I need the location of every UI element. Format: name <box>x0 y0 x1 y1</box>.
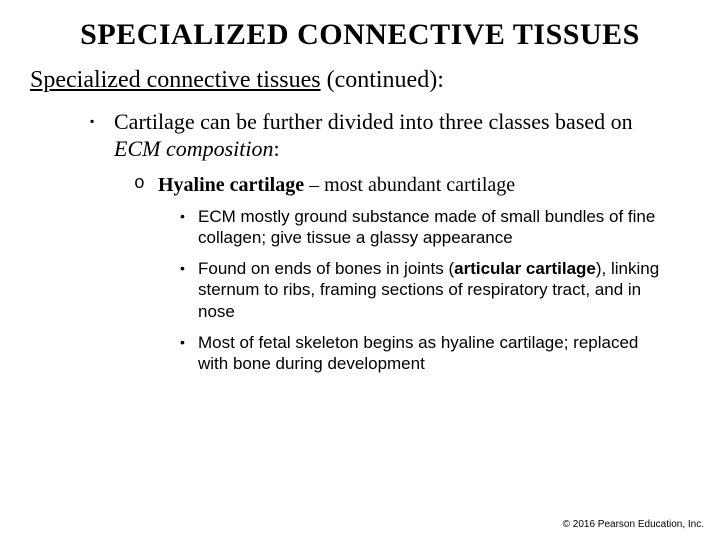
subtitle: Specialized connective tissues (continue… <box>30 67 690 94</box>
level3-text-1: ECM mostly ground substance made of smal… <box>198 207 655 247</box>
bullet-level1: ▪ Cartilage can be further divided into … <box>90 108 670 163</box>
subtitle-underlined: Specialized connective tissues <box>30 67 321 93</box>
slide-title: SPECIALIZED CONNECTIVE TISSUES <box>70 18 650 53</box>
bullet-level3-item3: • Most of fetal skeleton begins as hyali… <box>180 332 660 375</box>
dot-bullet-icon: • <box>180 260 185 278</box>
bullet-level2: o Hyaline cartilage – most abundant cart… <box>134 173 670 198</box>
level1-text-post: : <box>274 136 280 161</box>
level3-text-3: Most of fetal skeleton begins as hyaline… <box>198 333 638 373</box>
copyright-text: © 2016 Pearson Education, Inc. <box>563 519 704 530</box>
dot-bullet-icon: • <box>180 334 185 352</box>
level1-text-italic: ECM composition <box>114 136 274 161</box>
bullet-level3-item1: • ECM mostly ground substance made of sm… <box>180 206 660 249</box>
level3-text-2-pre: Found on ends of bones in joints ( <box>198 259 454 278</box>
subtitle-rest: (continued): <box>321 67 444 93</box>
level2-bold: Hyaline cartilage <box>158 174 304 196</box>
bullet-level3-item2: • Found on ends of bones in joints (arti… <box>180 258 660 322</box>
level1-text-pre: Cartilage can be further divided into th… <box>114 109 633 134</box>
circle-o-bullet-icon: o <box>134 173 145 196</box>
dot-bullet-icon: • <box>180 208 185 226</box>
level3-text-2-bold: articular cartilage <box>454 259 596 278</box>
square-bullet-icon: ▪ <box>90 114 94 129</box>
level2-rest: – most abundant cartilage <box>304 174 515 196</box>
